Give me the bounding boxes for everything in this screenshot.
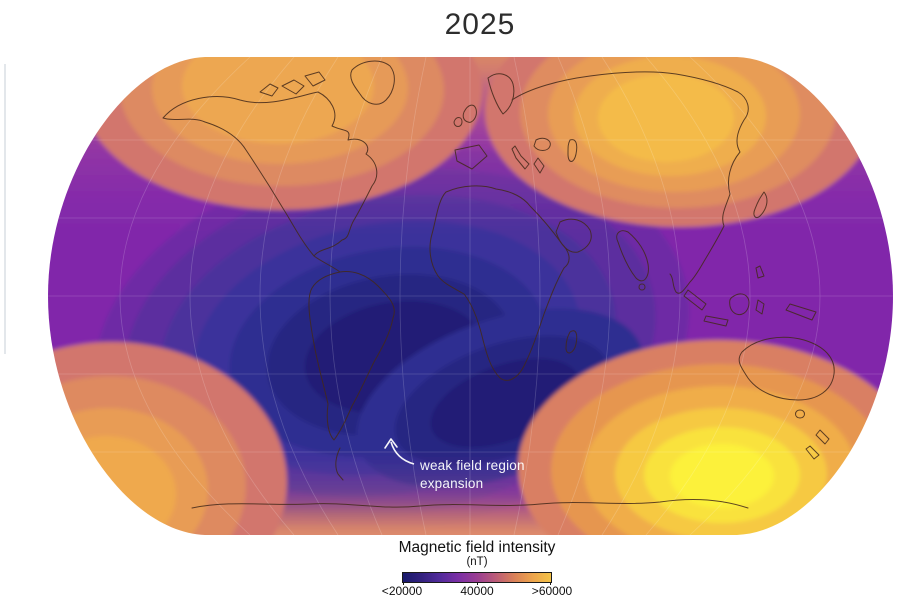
legend-title: Magnetic field intensity [398, 539, 556, 556]
legend-colorbar-area: <20000 40000 >60000 [382, 571, 572, 598]
legend-unit: (nT) [466, 556, 488, 568]
legend-tick-max: >60000 [531, 584, 573, 598]
legend-tick-min: <20000 [381, 584, 423, 598]
colorbar-tick-max [550, 582, 551, 585]
annotation-line-1: weak field region [419, 458, 525, 473]
left-edge-line [4, 64, 6, 354]
annotation-line-2: expansion [420, 476, 483, 491]
weak-field-annotation: weak field region expansion [384, 438, 525, 491]
year-title: 2025 [444, 8, 516, 41]
colorbar-tick-min [403, 582, 404, 585]
annotation-arrow-icon [390, 441, 415, 465]
graticule [48, 57, 893, 535]
coastline-americas [162, 60, 395, 481]
legend: Magnetic field intensity (nT) <20000 400… [27, 539, 900, 598]
legend-tick-mid: 40000 [460, 584, 494, 598]
annotation-arrowhead-icon [384, 438, 398, 449]
coastline-asia-oceania [191, 71, 835, 509]
coastlines [162, 60, 835, 509]
colorbar-tick-mid [477, 582, 478, 585]
coastline-europe-africa [429, 73, 578, 381]
